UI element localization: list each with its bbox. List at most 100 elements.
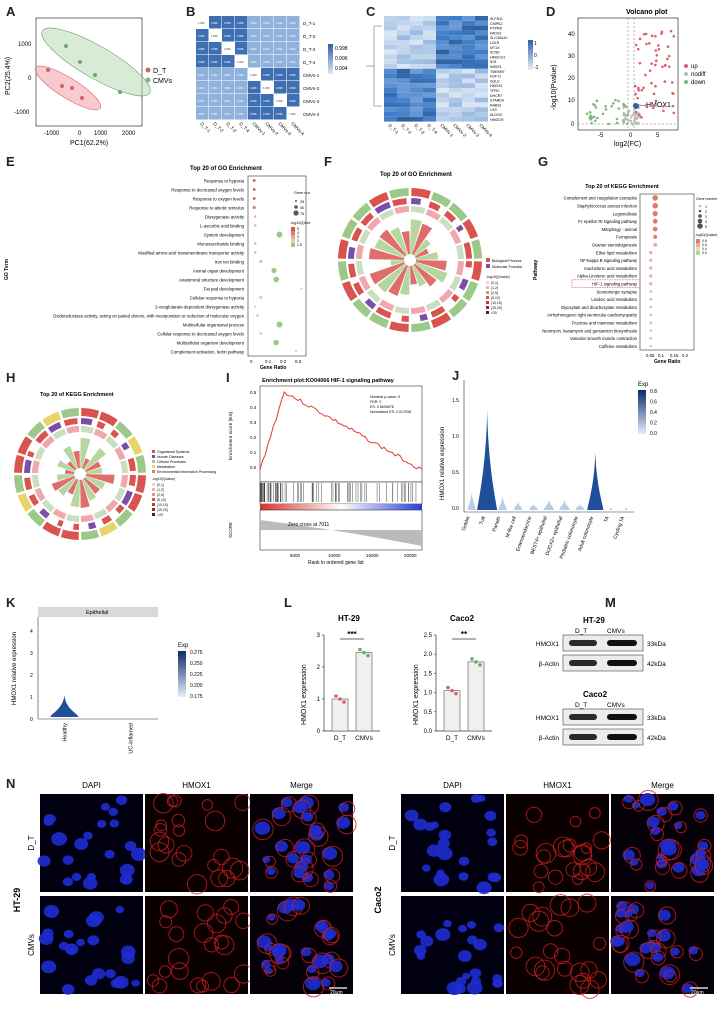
panel-e: E Top 20 of GO Enrichment Response to hyp…	[0, 150, 318, 371]
panel-label-n: N	[6, 776, 16, 791]
plot-frame	[639, 193, 695, 351]
nucleus	[688, 946, 699, 955]
legend-label: (5,10]	[157, 498, 166, 502]
volcano-point	[642, 86, 645, 90]
heatmap-cell	[410, 83, 423, 88]
volcano-point	[654, 49, 658, 52]
heatmap-cell	[423, 73, 436, 79]
circos-outer-segment	[448, 202, 468, 222]
es-ytick: 0.2	[250, 435, 257, 440]
blot-band	[607, 660, 637, 666]
heatmap-cell	[222, 68, 235, 81]
heatmap-row-label: D_T-3	[303, 47, 316, 52]
go-term-label: Response to decreased oxygen levels	[171, 187, 244, 192]
circos-ring-segment	[401, 315, 409, 322]
volcano-point	[615, 121, 619, 125]
heatmap-cell	[462, 64, 475, 69]
heatmap-cell	[274, 107, 287, 120]
heatmap-cell	[410, 30, 423, 36]
nucleus	[254, 821, 271, 835]
blot-title: HT-29	[583, 616, 605, 625]
bar-ytick: 1	[317, 697, 321, 703]
heatmap-cell	[410, 88, 423, 93]
heatmap-cell-value: 0.994	[250, 34, 257, 38]
panel-c: C SLFN11 CMPK2 PTPRD FADS2 SLC30A10 LDLR MT1X S…	[362, 0, 542, 150]
nucleus	[292, 801, 307, 814]
kegg-term-label: Legionellosis	[613, 211, 637, 216]
color-legend-title: -log10(Qvalue)	[695, 233, 717, 237]
heatmap-cell	[462, 102, 475, 108]
heatmap-cell	[423, 78, 436, 84]
violin-plot-celltypes: 1.5 1.0 0.5 0.0 HMOX1 relative expression Gob…	[440, 380, 657, 560]
hmox1-signal	[549, 894, 572, 916]
gene-label: HMGCS1	[490, 55, 505, 59]
facet-header-label: Epithelial	[86, 610, 108, 616]
circos-ring-segment	[105, 435, 119, 449]
circos-bar	[57, 460, 76, 473]
circos-ring-segment	[449, 229, 462, 245]
heatmap-cell-value: 0.994	[237, 99, 244, 103]
violin-ytick: 0.0	[452, 506, 459, 512]
circos-bar	[414, 261, 448, 283]
heatmap-cell	[475, 59, 488, 64]
panel-label-m: M	[605, 595, 616, 610]
kegg-dot	[649, 274, 653, 278]
heatmap-cell-value: 0.994	[250, 60, 257, 64]
heatmap-cell	[423, 25, 436, 31]
circos-bar	[414, 248, 429, 259]
nucleus	[41, 960, 57, 974]
channel-label: HMOX1	[543, 781, 572, 790]
circos-ring-segment	[34, 446, 46, 461]
heatmap-cell	[436, 44, 449, 50]
volcano-point	[624, 114, 627, 118]
volcano-point	[657, 44, 660, 47]
nucleus	[37, 855, 51, 867]
violin-ytick: 4	[30, 629, 33, 635]
heatmap-cell-value: 0.994	[224, 73, 231, 77]
gene-label: SLFN11	[490, 17, 503, 21]
heatmap-cell	[397, 35, 410, 40]
size-legend-dot	[698, 209, 702, 213]
volcano-point	[640, 88, 644, 92]
celltype-label: Adult colonocyte	[577, 515, 595, 552]
gene-label: SC5D	[490, 51, 500, 55]
heatmap-cell	[423, 59, 436, 64]
hmox1-signal	[533, 959, 556, 981]
circos-ring-segment	[364, 298, 377, 310]
panel-i: I Enrichment plot:KO04066 HIF-1 signalin…	[220, 370, 430, 566]
heatmap-cell	[384, 112, 397, 117]
heatmap-cell	[436, 25, 449, 31]
go-dot	[271, 267, 277, 274]
legend-label: Organismal Systems	[157, 450, 190, 454]
hmox1-signal	[166, 795, 179, 807]
nucleus	[267, 913, 276, 921]
kegg-term-label: Serotonergic synapse	[596, 289, 637, 294]
heatmap-cell-value: 0.994	[237, 86, 244, 90]
violin-shape	[467, 492, 476, 510]
heatmap-cell	[475, 35, 488, 40]
circos-ring-segment	[121, 490, 133, 506]
circos-outer-segment	[27, 421, 45, 439]
rank-colorbar	[260, 504, 422, 510]
panel-a: A -1000 0 1000 2000 1000 0 -1000 PC1(62.…	[0, 0, 180, 150]
go-dot	[252, 179, 256, 182]
nucleus	[426, 844, 442, 857]
circos-outer-segment	[389, 321, 409, 332]
volcano-point	[590, 121, 593, 125]
score-ylabel: SCORE	[228, 522, 233, 538]
hmox1-signal	[525, 806, 543, 823]
legend-label: (0,1]	[157, 483, 164, 487]
circos-outer-segment	[99, 521, 118, 537]
gsea-stat: Nominal p-value: 0	[370, 395, 400, 399]
hmox1-signal	[670, 862, 688, 879]
heatmap-cell	[209, 29, 222, 42]
volcano-point	[630, 122, 634, 125]
heatmap-row-label: D_T-1	[303, 21, 316, 26]
hmox1-signal	[575, 972, 592, 989]
hmox1-signal	[675, 821, 687, 834]
heatmap-cell	[248, 107, 261, 120]
nucleus	[280, 797, 293, 808]
heatmap-cell	[475, 78, 488, 84]
violin-shape	[514, 502, 523, 510]
heatmap-cell-value: 0.994	[211, 73, 218, 77]
